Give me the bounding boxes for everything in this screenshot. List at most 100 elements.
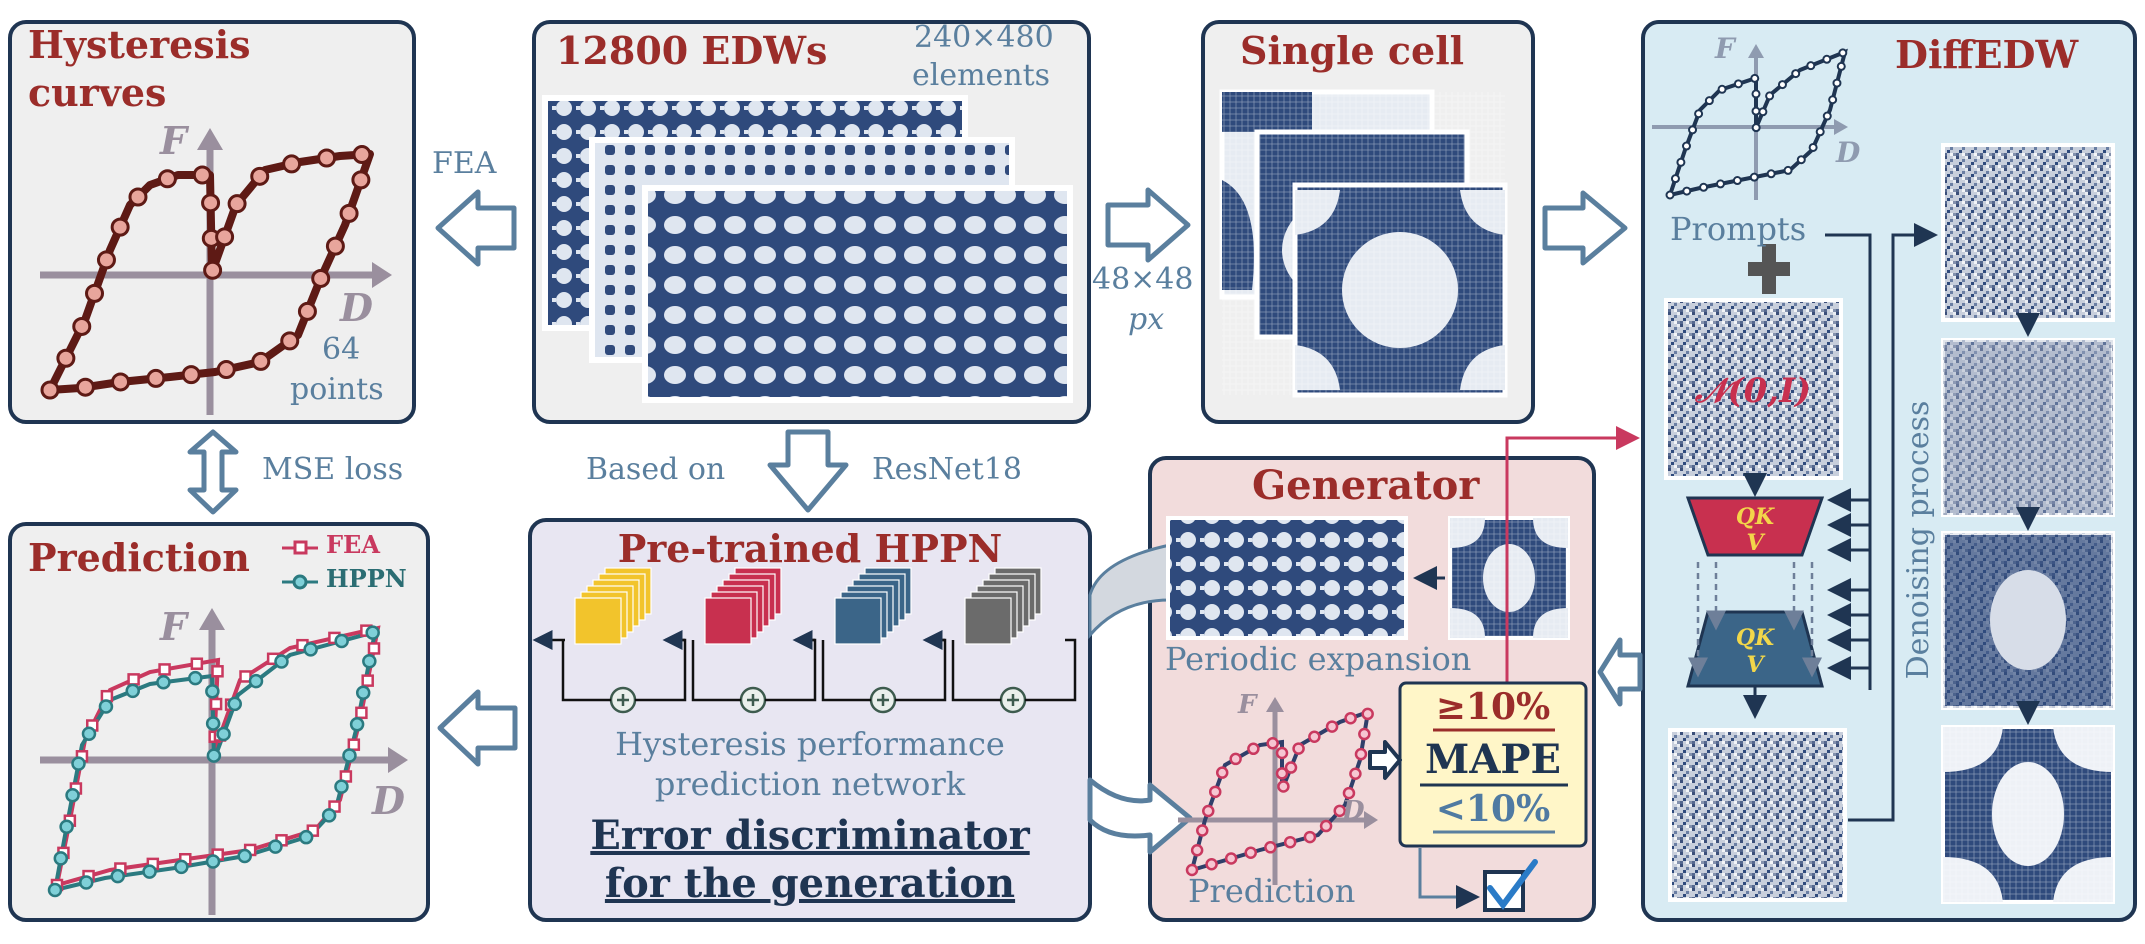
mape-box	[1398, 681, 1588, 848]
fea-point	[211, 665, 224, 678]
gen-prediction-label: Prediction	[1188, 872, 1356, 910]
hppn-point	[342, 748, 357, 763]
hppn-point	[81, 726, 97, 742]
hppn-point	[365, 625, 380, 640]
add-icon	[877, 694, 889, 706]
curve-point	[56, 348, 76, 368]
gen-point	[1275, 746, 1289, 760]
add-icon	[747, 694, 759, 706]
prompt-point	[1676, 157, 1686, 167]
hppn-point	[47, 882, 63, 898]
gen-point	[1361, 707, 1374, 721]
pred-y-arrowhead	[199, 608, 225, 630]
hppn-point	[216, 726, 231, 742]
legend-fea-text: FEA	[326, 530, 380, 559]
arrow-based-on	[767, 429, 849, 513]
conv-block	[834, 597, 882, 645]
based-on-label: Based on	[586, 452, 726, 487]
hppn-disc-line1: Error discriminator	[590, 812, 1030, 859]
generator-title: Generator	[1252, 462, 1480, 509]
hppn-point	[248, 673, 264, 689]
fea-point	[127, 673, 140, 686]
hyst-x-arrowhead	[372, 262, 392, 288]
gen-point	[1208, 785, 1222, 799]
hppn-point	[334, 779, 349, 794]
curve-point	[181, 365, 201, 385]
diff-axis-f: F	[1715, 32, 1735, 65]
fea-point	[190, 657, 204, 670]
hppn-point	[71, 756, 86, 771]
prompt-point	[1838, 48, 1848, 58]
qkv-dec-label-qk: QK	[1736, 625, 1775, 651]
curve-point	[146, 368, 166, 388]
gen-point	[1325, 720, 1339, 733]
prompt-point	[1815, 127, 1825, 137]
hppn-point	[79, 875, 94, 890]
add-icon	[1007, 694, 1019, 706]
hppn-point	[174, 859, 189, 875]
hppn-point	[188, 670, 203, 686]
add-icon	[617, 694, 629, 706]
arrow-to-diffedw	[1542, 190, 1628, 266]
pred-axis-f: F	[160, 604, 187, 649]
prompt-point	[1777, 80, 1787, 90]
curve-point	[111, 372, 131, 392]
hppn-point	[355, 685, 371, 701]
curve-point	[325, 236, 345, 256]
hppn-point	[65, 787, 80, 803]
hppn-panel	[528, 518, 1092, 922]
gen-point	[1342, 786, 1356, 800]
generator-prediction-points	[1185, 707, 1374, 877]
prompt-point	[1822, 54, 1832, 64]
hyst-note-line1: 64	[322, 332, 361, 367]
skip-line	[1025, 638, 1077, 702]
hyst-y-arrowhead	[197, 128, 223, 150]
curve-point	[317, 148, 337, 168]
curve-point	[96, 250, 116, 270]
gen-point	[1333, 804, 1346, 818]
skip-line	[691, 640, 741, 702]
hppn-point	[125, 683, 140, 699]
curve-point	[75, 377, 95, 397]
gen-point	[1196, 824, 1209, 837]
gen-axis-d: D	[1342, 796, 1365, 826]
gen-point	[1303, 830, 1317, 844]
px-label-line1: 48×48	[1092, 262, 1194, 297]
prompt-point	[1832, 78, 1842, 88]
curve-point	[85, 283, 105, 303]
prompt-point	[1670, 174, 1680, 184]
prompt-point	[1828, 95, 1838, 105]
legend-hppn-text: HPPN	[326, 564, 407, 593]
gen-axis-f: F	[1238, 690, 1257, 720]
gen-point	[1244, 846, 1257, 859]
conv-block	[964, 597, 1012, 645]
curve-point	[128, 187, 148, 207]
plus-icon	[1748, 244, 1790, 294]
prompt-point	[1796, 155, 1806, 165]
prompt-point	[1688, 125, 1698, 135]
hppn-point	[268, 839, 283, 854]
mape-high: ≥10%	[1435, 686, 1551, 728]
resnet-label: ResNet18	[872, 452, 1022, 487]
curve-point	[282, 154, 302, 174]
qkv-enc-label-qk: QK	[1736, 504, 1775, 530]
hppn-point	[237, 848, 252, 864]
gen-point	[1354, 747, 1368, 761]
denoising-label: Denoising process	[1901, 401, 1936, 680]
arrow-to-mape	[1368, 740, 1402, 780]
hppn-point	[321, 808, 337, 823]
hyst-note-line2: points	[290, 372, 384, 407]
gen-point	[1190, 843, 1204, 857]
periodic-label: Periodic expansion	[1165, 640, 1472, 678]
prompt-point	[1751, 123, 1761, 133]
hppn-point	[349, 717, 365, 732]
hppn-point	[110, 868, 125, 884]
mape-low: <10%	[1435, 788, 1551, 830]
hppn-point	[334, 633, 349, 649]
prompt-point	[1681, 141, 1691, 151]
prompt-point	[1682, 186, 1692, 196]
hppn-point	[274, 654, 289, 669]
hppn-title: Pre-trained HPPN	[617, 526, 1003, 571]
noise-input	[1664, 298, 1843, 480]
